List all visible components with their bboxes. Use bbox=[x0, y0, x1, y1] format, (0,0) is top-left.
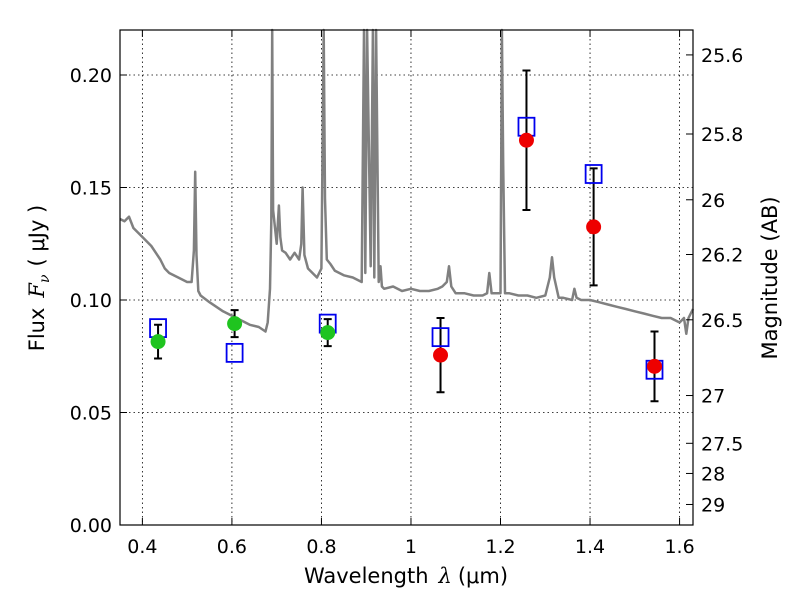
photometry-nir-point bbox=[647, 358, 663, 374]
y2-tick-label: 25.6 bbox=[701, 45, 743, 67]
model-bandpass-marker bbox=[584, 164, 603, 184]
y2-tick-label: 29 bbox=[701, 494, 725, 516]
photometry-nir-point bbox=[433, 347, 449, 363]
y-axis-label-subscript: ν bbox=[37, 274, 53, 283]
photometry-nir-point bbox=[518, 132, 534, 148]
photometry-nir-point bbox=[586, 219, 602, 235]
y2-tick-label: 26.2 bbox=[701, 244, 743, 266]
data-markers bbox=[149, 116, 664, 380]
model-bandpass-marker bbox=[225, 342, 244, 363]
x-axis-label-symbol: λ bbox=[438, 564, 452, 588]
x-tick-label: 0.8 bbox=[306, 536, 336, 558]
x-axis-ticks: 0.4 0.6 0.8 1 1.2 1.4 1.6 bbox=[127, 30, 695, 558]
x-tick-label: 1.6 bbox=[664, 536, 694, 558]
x-axis-label-text: Wavelength bbox=[304, 564, 429, 588]
y2-tick-label: 26 bbox=[701, 190, 725, 212]
y2-tick-label: 26.5 bbox=[701, 310, 743, 332]
photometry-optical-point bbox=[150, 334, 166, 350]
y-axis-label-unit: ( μJy ) bbox=[25, 205, 49, 267]
photometry-optical-point bbox=[227, 316, 243, 332]
x-tick-label: 0.6 bbox=[217, 536, 247, 558]
y2-axis-label: Magnitude (AB) bbox=[758, 196, 782, 359]
y-axis-ticks: 0.00 0.05 0.10 0.15 0.20 bbox=[70, 65, 127, 537]
x-tick-label: 1.4 bbox=[575, 536, 605, 558]
photometry-optical-point bbox=[320, 325, 336, 341]
y-axis-label: Flux Fν ( μJy ) bbox=[25, 205, 53, 351]
y2-tick-label: 27 bbox=[701, 386, 725, 408]
y-tick-label: 0.20 bbox=[70, 65, 112, 87]
x-tick-label: 0.4 bbox=[127, 536, 157, 558]
x-tick-label: 1.2 bbox=[485, 536, 515, 558]
y2-tick-label: 27.5 bbox=[701, 433, 743, 455]
x-tick-label: 1 bbox=[405, 536, 417, 558]
y2-axis-ticks: 25.6 25.8 26 26.2 26.5 27 27.5 28 29 bbox=[686, 45, 743, 516]
y-tick-label: 0.15 bbox=[70, 178, 112, 200]
model-bandpass-marker bbox=[431, 327, 450, 348]
y-tick-label: 0.05 bbox=[70, 403, 112, 425]
plot-frame bbox=[119, 29, 694, 526]
x-axis-label-unit: (μm) bbox=[458, 564, 508, 588]
y-tick-label: 0.00 bbox=[70, 515, 112, 537]
y-axis-label-symbol: F bbox=[25, 282, 49, 299]
y-tick-label: 0.10 bbox=[70, 290, 112, 312]
y2-tick-label: 28 bbox=[701, 463, 725, 485]
y2-tick-label: 25.8 bbox=[701, 124, 743, 146]
x-axis-label: Wavelength λ (μm) bbox=[304, 564, 508, 588]
y-axis-label-text: Flux bbox=[25, 308, 49, 352]
plot-background bbox=[120, 30, 693, 525]
